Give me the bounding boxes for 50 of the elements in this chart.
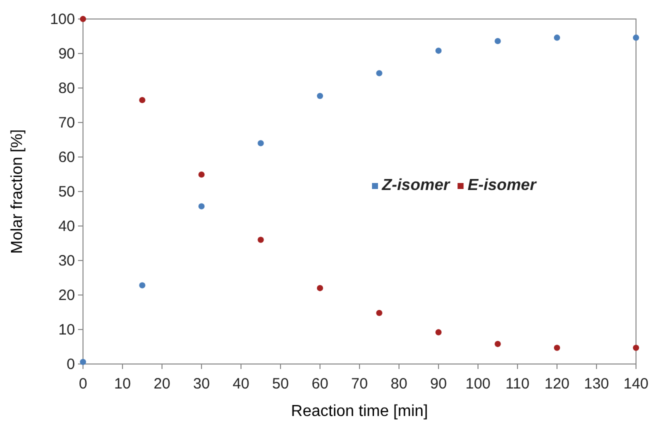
point bbox=[376, 310, 382, 316]
point bbox=[316, 92, 324, 100]
x-tick-label: 30 bbox=[193, 376, 210, 392]
point bbox=[435, 48, 442, 54]
x-tick-label: 50 bbox=[272, 376, 289, 392]
x-tick-label: 40 bbox=[232, 376, 250, 392]
x-tick-label: 10 bbox=[114, 376, 131, 392]
point bbox=[139, 96, 146, 104]
y-tick-label: 40 bbox=[58, 218, 75, 235]
point bbox=[435, 329, 442, 336]
point bbox=[198, 203, 205, 210]
point bbox=[632, 344, 640, 351]
x-tick-label: 100 bbox=[465, 376, 491, 392]
y-tick-label: 20 bbox=[58, 286, 75, 304]
x-tick-label: 0 bbox=[78, 376, 88, 392]
y-tick-label: 70 bbox=[58, 114, 75, 132]
x-tick-label: 20 bbox=[154, 376, 170, 392]
x-tick-label: 90 bbox=[430, 376, 447, 392]
point bbox=[494, 38, 501, 44]
y-tick-label: 60 bbox=[58, 148, 75, 166]
point bbox=[632, 34, 640, 41]
legend-label: E-isomer bbox=[468, 177, 537, 194]
point bbox=[258, 236, 264, 243]
x-tick-label: 140 bbox=[623, 376, 649, 392]
x-tick-label: 70 bbox=[351, 376, 368, 392]
y-axis-title: Molar fraction [%] bbox=[9, 129, 26, 254]
y-tick-label: 30 bbox=[58, 252, 75, 270]
y-tick-label: 50 bbox=[58, 183, 75, 200]
y-tick-label: 0 bbox=[66, 356, 75, 373]
y-tick-label: 90 bbox=[58, 45, 75, 62]
point bbox=[554, 344, 560, 351]
point bbox=[258, 140, 264, 146]
point bbox=[80, 358, 86, 366]
point bbox=[139, 282, 146, 288]
point bbox=[554, 34, 560, 41]
x-tick-label: 130 bbox=[584, 376, 610, 392]
point bbox=[376, 70, 382, 76]
point bbox=[316, 285, 324, 292]
x-tick-label: 60 bbox=[312, 376, 328, 392]
x-axis-title: Reaction time [min] bbox=[291, 403, 428, 420]
y-tick-label: 80 bbox=[58, 80, 75, 97]
point bbox=[198, 172, 205, 178]
point bbox=[494, 340, 501, 348]
x-tick-label: 80 bbox=[390, 376, 408, 392]
legend-label: Z-isomer bbox=[381, 177, 450, 194]
x-tick-label: 120 bbox=[544, 376, 570, 392]
point bbox=[80, 16, 86, 22]
y-tick-label: 10 bbox=[58, 321, 75, 338]
y-tick-label: 100 bbox=[50, 10, 75, 28]
x-tick-label: 110 bbox=[506, 376, 530, 392]
